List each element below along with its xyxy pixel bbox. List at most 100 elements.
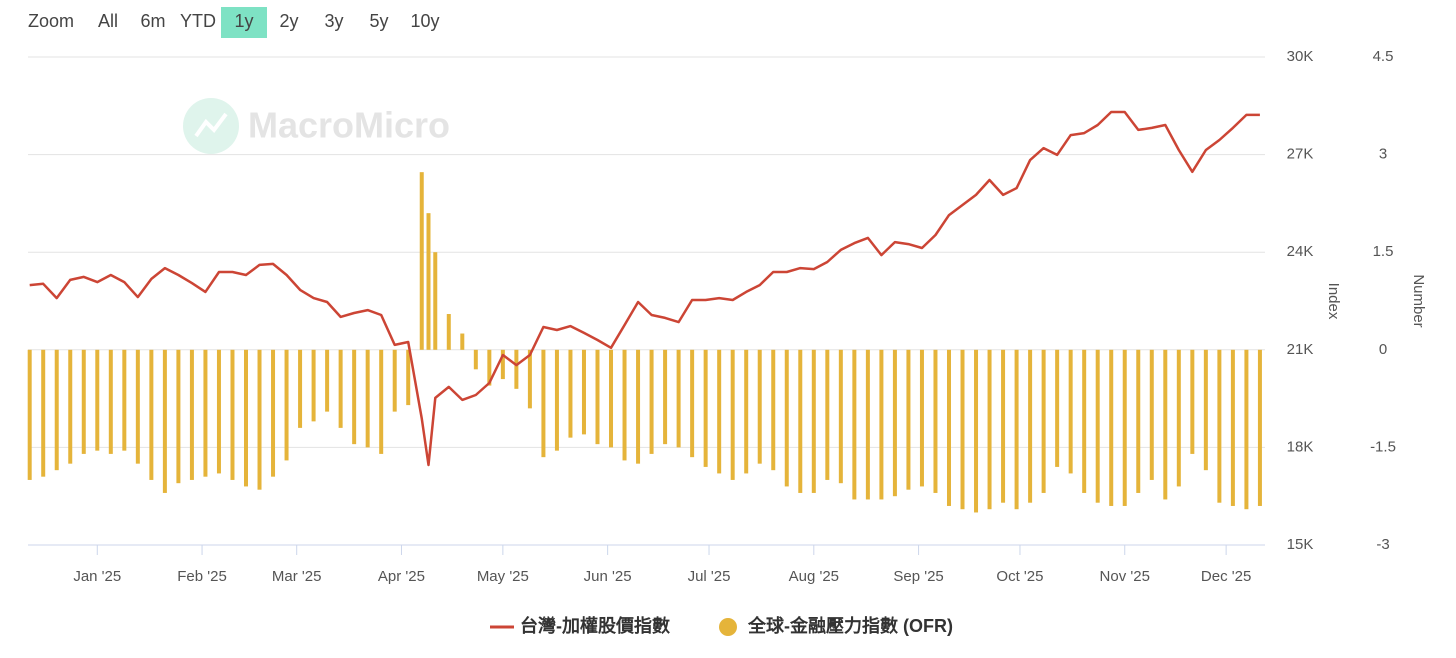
bar bbox=[230, 349, 235, 480]
zoom-button[interactable]: 1y bbox=[234, 11, 253, 31]
bar bbox=[1082, 349, 1087, 493]
legend-label[interactable]: 台灣-加權股價指數 bbox=[520, 615, 670, 636]
bar bbox=[825, 349, 830, 480]
bar bbox=[730, 349, 735, 480]
bar bbox=[1014, 349, 1019, 510]
zoom-button[interactable]: 6m bbox=[140, 11, 165, 31]
bar bbox=[1244, 349, 1249, 510]
y-tick-label: 15K bbox=[1287, 536, 1314, 553]
bar bbox=[690, 349, 695, 458]
bar bbox=[1163, 349, 1168, 500]
bar bbox=[1109, 349, 1114, 506]
bar bbox=[419, 172, 424, 350]
bar bbox=[162, 349, 167, 493]
bar bbox=[838, 349, 843, 484]
bar bbox=[27, 349, 32, 480]
zoom-button[interactable]: YTD bbox=[180, 11, 216, 31]
y2-tick-label: 1.5 bbox=[1373, 243, 1394, 260]
zoom-button-bg bbox=[221, 7, 267, 38]
bar bbox=[581, 349, 586, 435]
bar bbox=[108, 349, 113, 454]
bar bbox=[446, 314, 451, 350]
bar bbox=[892, 349, 897, 497]
bar bbox=[1122, 349, 1127, 506]
bar bbox=[609, 349, 614, 448]
line bbox=[29, 110, 1260, 467]
bar bbox=[636, 349, 641, 464]
bar bbox=[392, 349, 397, 412]
bar bbox=[703, 349, 708, 467]
zoom-button[interactable]: 10y bbox=[410, 11, 439, 31]
y2-tick-label: -3 bbox=[1376, 536, 1389, 553]
bar bbox=[41, 349, 46, 477]
x-tick-label: Jun '25 bbox=[584, 568, 632, 585]
bar bbox=[122, 349, 127, 451]
bar bbox=[865, 349, 870, 500]
y2-tick-label: 3 bbox=[1379, 146, 1387, 163]
bar bbox=[271, 349, 276, 477]
zoom-button[interactable]: 5y bbox=[369, 11, 388, 31]
x-tick-label: Jul '25 bbox=[688, 568, 731, 585]
bar bbox=[852, 349, 857, 500]
x-tick-label: May '25 bbox=[477, 568, 529, 585]
bar bbox=[311, 349, 316, 422]
bar bbox=[527, 349, 532, 409]
zoom-label: Zoom bbox=[28, 11, 74, 31]
bar bbox=[473, 349, 478, 370]
zoom-button[interactable]: All bbox=[98, 11, 118, 31]
zoom-button[interactable]: 2y bbox=[279, 11, 298, 31]
bar bbox=[325, 349, 330, 412]
bar bbox=[676, 349, 681, 448]
legend-label[interactable]: 全球-金融壓力指數 (OFR) bbox=[747, 615, 953, 636]
bar bbox=[757, 349, 762, 464]
bar bbox=[487, 349, 492, 386]
bar bbox=[919, 349, 924, 487]
bar bbox=[1136, 349, 1141, 493]
bar bbox=[243, 349, 248, 487]
bar bbox=[298, 349, 303, 428]
x-tick-label: Apr '25 bbox=[378, 568, 425, 585]
bar bbox=[406, 349, 411, 406]
bar bbox=[68, 349, 73, 464]
y-tick-label: 30K bbox=[1287, 48, 1314, 65]
bar bbox=[906, 349, 911, 490]
x-tick-label: Mar '25 bbox=[272, 568, 322, 585]
bar bbox=[798, 349, 803, 493]
x-tick-label: Dec '25 bbox=[1201, 568, 1251, 585]
bar bbox=[649, 349, 654, 454]
y-tick-label: 24K bbox=[1287, 243, 1314, 260]
bar bbox=[1055, 349, 1060, 467]
bar bbox=[257, 349, 262, 490]
bar bbox=[54, 349, 59, 471]
bar bbox=[135, 349, 140, 464]
bar bbox=[595, 349, 600, 445]
bar bbox=[1176, 349, 1181, 487]
bar bbox=[81, 349, 86, 454]
bar bbox=[176, 349, 181, 484]
x-tick-label: Aug '25 bbox=[789, 568, 839, 585]
bar bbox=[460, 333, 465, 350]
y2-tick-label: 0 bbox=[1379, 341, 1387, 358]
bar bbox=[946, 349, 951, 506]
zoom-button[interactable]: 3y bbox=[324, 11, 343, 31]
bar bbox=[811, 349, 816, 493]
bar bbox=[379, 349, 384, 454]
x-tick-label: Nov '25 bbox=[1100, 568, 1150, 585]
bar bbox=[1095, 349, 1100, 503]
bar bbox=[1217, 349, 1222, 503]
x-tick-label: Feb '25 bbox=[177, 568, 227, 585]
bar bbox=[784, 349, 789, 487]
bar bbox=[95, 349, 100, 451]
bar bbox=[771, 349, 776, 471]
x-tick-label: Jan '25 bbox=[73, 568, 121, 585]
bar bbox=[541, 349, 546, 458]
bar bbox=[879, 349, 884, 500]
bar bbox=[1001, 349, 1006, 503]
bar bbox=[663, 349, 668, 445]
y2-tick-label: 4.5 bbox=[1373, 48, 1394, 65]
bar bbox=[514, 349, 519, 389]
bar bbox=[500, 349, 505, 380]
bar bbox=[554, 349, 559, 451]
